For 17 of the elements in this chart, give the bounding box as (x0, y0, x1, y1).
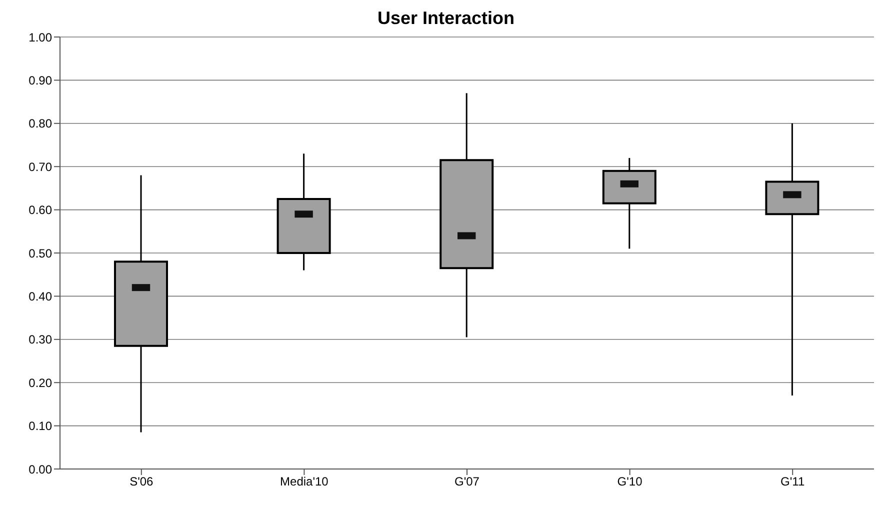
y-tick-label: 0.40 (28, 289, 52, 304)
y-tick-label: 0.20 (28, 376, 52, 390)
x-tick-label: G'11 (780, 474, 805, 489)
y-tick-label: 0.50 (28, 246, 52, 260)
y-tick-label: 1.00 (28, 30, 52, 44)
x-tick-label: G'10 (617, 474, 643, 489)
y-tick-label: 0.90 (28, 73, 52, 88)
y-tick-label: 0.10 (28, 419, 52, 434)
x-tick-label: G'07 (454, 474, 480, 489)
y-tick-label: 0.30 (28, 332, 52, 347)
y-tick-label: 0.70 (28, 160, 52, 174)
x-tick-label: S'06 (130, 474, 154, 489)
x-tick-label: Media'10 (280, 474, 329, 489)
y-tick-label: 0.00 (28, 462, 52, 476)
y-tick-label: 0.80 (28, 116, 52, 131)
y-tick-label: 0.60 (28, 203, 52, 218)
chart-title: User Interaction (376, 8, 516, 29)
